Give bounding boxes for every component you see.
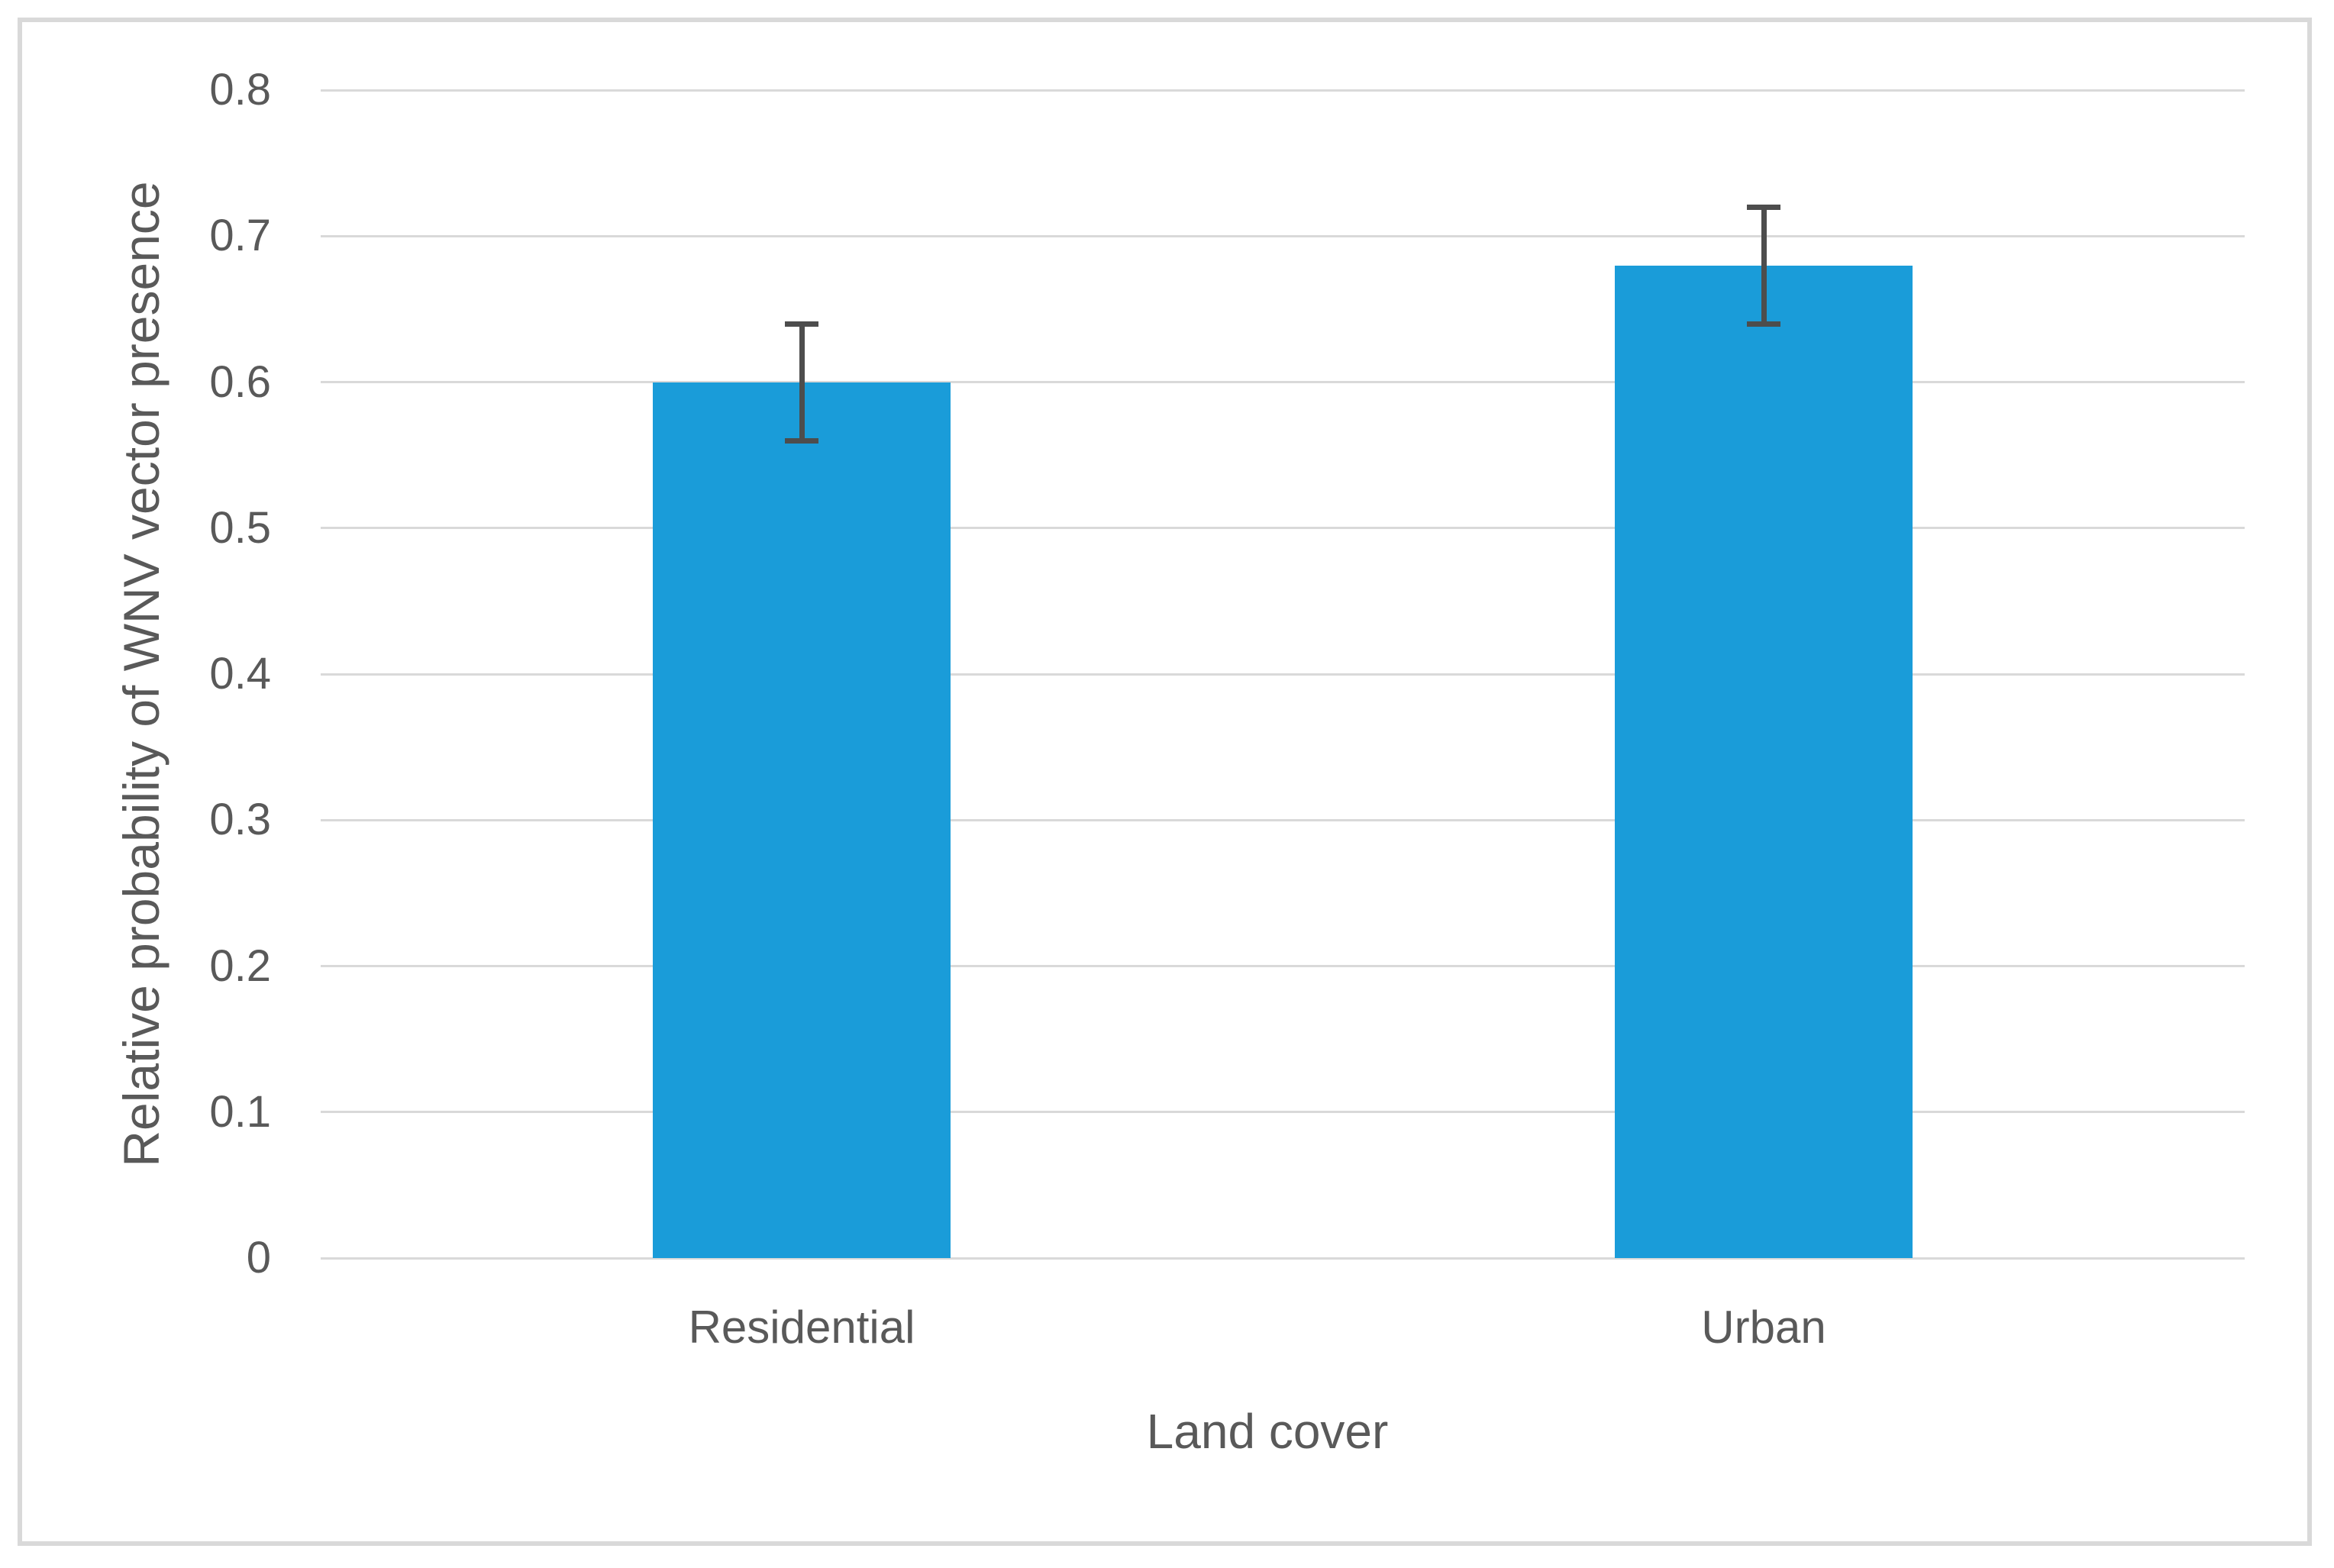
bar-residential bbox=[653, 382, 951, 1258]
gridline bbox=[321, 234, 2245, 237]
y-tick-label: 0.6 bbox=[209, 357, 271, 407]
y-tick-label: 0.3 bbox=[209, 795, 271, 845]
y-tick-label: 0.8 bbox=[209, 65, 271, 115]
error-bar-cap-bottom-urban bbox=[1747, 321, 1780, 327]
error-bar-cap-top-residential bbox=[785, 321, 818, 327]
y-tick-label: 0.1 bbox=[209, 1086, 271, 1137]
gridline bbox=[321, 818, 2245, 821]
gridline bbox=[321, 89, 2245, 92]
bar-urban bbox=[1615, 265, 1913, 1258]
gridline bbox=[321, 527, 2245, 530]
y-tick-label: 0.2 bbox=[209, 940, 271, 991]
gridline bbox=[321, 965, 2245, 967]
x-category-label-urban: Urban bbox=[1701, 1302, 1826, 1353]
x-category-label-residential: Residential bbox=[688, 1302, 915, 1353]
y-axis-title: Relative probability of WNV vector prese… bbox=[113, 181, 169, 1167]
gridline bbox=[321, 381, 2245, 383]
gridline bbox=[321, 1257, 2245, 1260]
x-axis-title: Land cover bbox=[1146, 1404, 1389, 1459]
y-tick-label: 0.5 bbox=[209, 502, 271, 553]
chart-frame bbox=[18, 18, 2312, 1546]
y-tick-label: 0.7 bbox=[209, 211, 271, 261]
error-bar-line-urban bbox=[1761, 207, 1767, 324]
gridline bbox=[321, 673, 2245, 676]
y-tick-label: 0 bbox=[246, 1233, 271, 1282]
y-tick-label: 0.4 bbox=[209, 649, 271, 699]
error-bar-cap-top-urban bbox=[1747, 204, 1780, 210]
error-bar-cap-bottom-residential bbox=[785, 437, 818, 444]
gridline bbox=[321, 1111, 2245, 1114]
error-bar-line-residential bbox=[799, 324, 805, 440]
